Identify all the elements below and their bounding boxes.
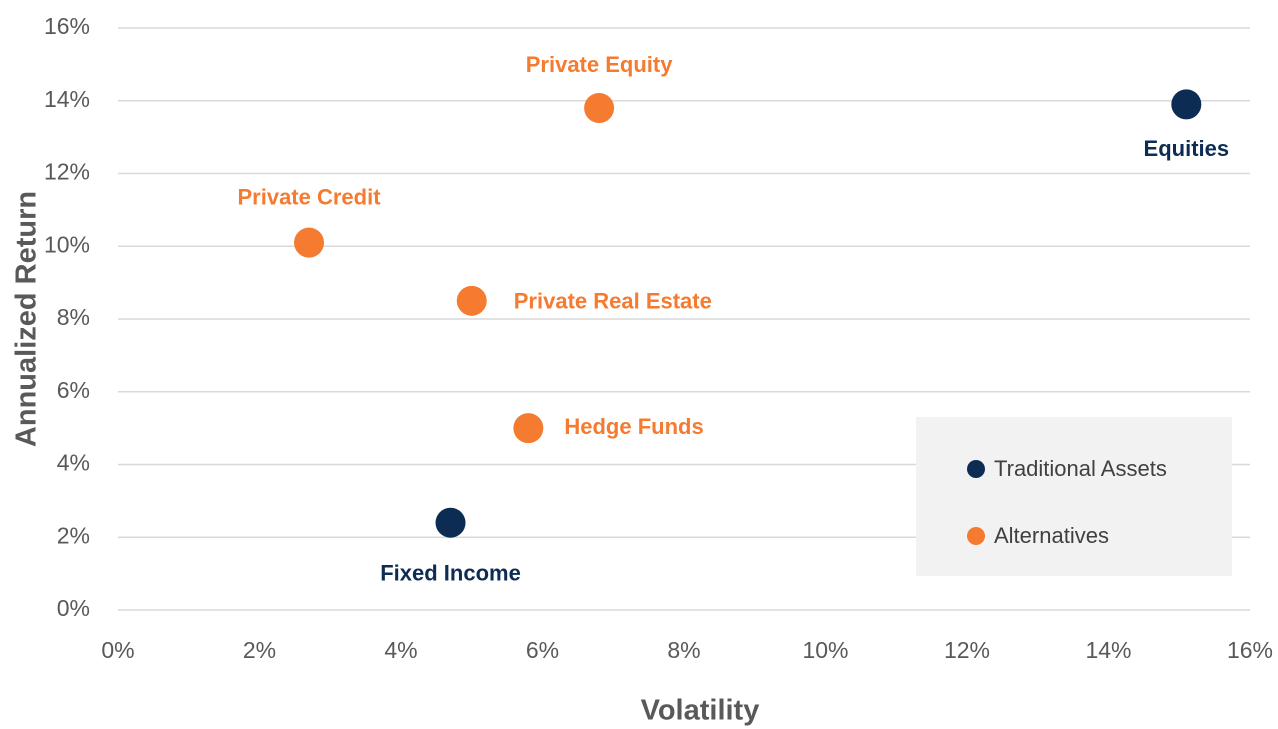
x-tick-label: 6%	[526, 637, 559, 663]
x-tick-label: 4%	[384, 637, 417, 663]
x-tick-label: 16%	[1227, 637, 1273, 663]
y-tick-label: 10%	[44, 231, 90, 257]
legend-marker	[967, 460, 985, 478]
point-label: Private Equity	[526, 52, 673, 77]
y-tick-label: 0%	[57, 595, 90, 621]
point	[584, 93, 615, 124]
point	[1171, 89, 1202, 120]
x-tick-label: 0%	[101, 637, 134, 663]
point-label: Equities	[1144, 136, 1230, 161]
y-tick-label: 12%	[44, 159, 90, 185]
x-tick-label: 14%	[1085, 637, 1131, 663]
point-label: Fixed Income	[380, 561, 521, 586]
point-label: Hedge Funds	[564, 414, 703, 439]
point	[294, 227, 325, 258]
legend-label: Traditional Assets	[994, 456, 1167, 481]
x-tick-label: 12%	[944, 637, 990, 663]
point	[456, 285, 487, 316]
point	[435, 507, 466, 538]
y-tick-label: 14%	[44, 86, 90, 112]
y-tick-label: 4%	[57, 450, 90, 476]
legend-label: Alternatives	[994, 523, 1109, 548]
legend-box	[916, 417, 1232, 576]
x-tick-label: 2%	[243, 637, 276, 663]
y-tick-label: 6%	[57, 377, 90, 403]
y-tick-label: 16%	[44, 13, 90, 39]
legend-marker	[967, 527, 985, 545]
y-axis-title: Annualized Return	[11, 191, 43, 447]
point-label: Private Credit	[237, 184, 381, 209]
point	[513, 413, 544, 444]
y-tick-label: 2%	[57, 522, 90, 548]
point-label: Private Real Estate	[514, 289, 712, 314]
y-tick-label: 8%	[57, 304, 90, 330]
x-tick-label: 10%	[802, 637, 848, 663]
x-axis-title: Volatility	[641, 695, 760, 727]
x-tick-label: 8%	[667, 637, 700, 663]
